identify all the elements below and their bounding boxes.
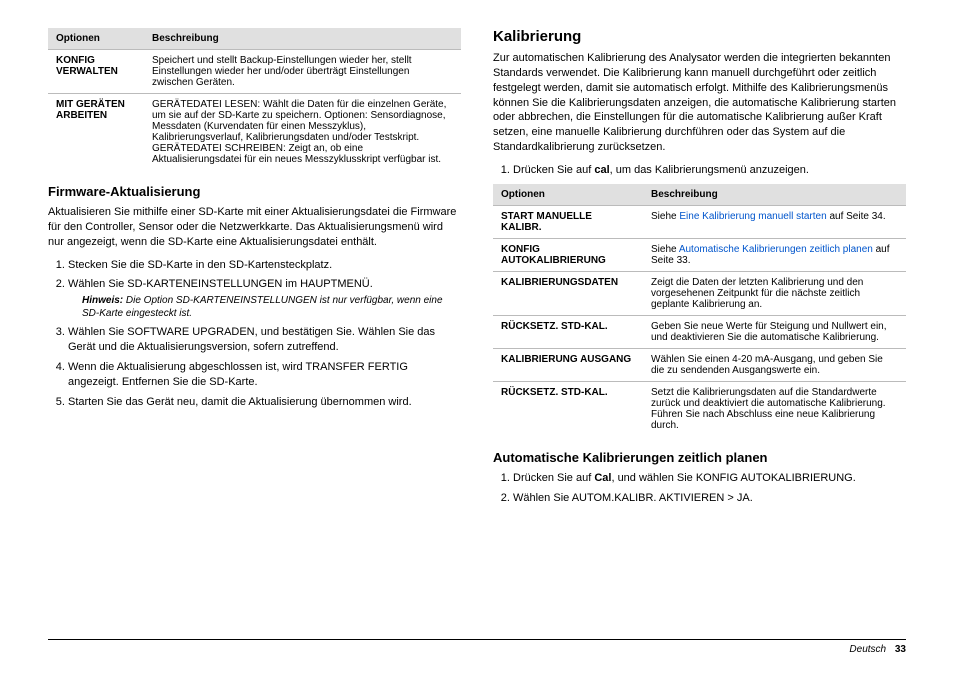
table-row: KALIBRIERUNGSDATEN Zeigt die Daten der l…: [493, 271, 906, 315]
kalibrierung-intro: Zur automatischen Kalibrierung des Analy…: [493, 51, 906, 155]
note: Hinweis: Die Option SD-KARTENEINSTELLUNG…: [82, 294, 461, 320]
list-item: Drücken Sie auf Cal, und wählen Sie KONF…: [513, 471, 906, 486]
note-label: Hinweis:: [82, 295, 123, 306]
kalibrierung-steps: Drücken Sie auf cal, um das Kalibrierung…: [493, 163, 906, 178]
option-desc: Speichert und stellt Backup-Einstellunge…: [144, 50, 461, 94]
step-bold: cal: [594, 164, 609, 176]
table-header: Optionen: [493, 184, 643, 206]
link-text[interactable]: Automatische Kalibrierungen zeitlich pla…: [679, 244, 873, 255]
table-row: RÜCKSETZ. STD-KAL. Setzt die Kalibrierun…: [493, 381, 906, 436]
footer-page: 33: [895, 644, 906, 655]
columns: Optionen Beschreibung KONFIG VERWALTEN S…: [48, 28, 906, 623]
option-desc: GERÄTEDATEI LESEN: Wählt die Daten für d…: [144, 94, 461, 171]
option-name: KALIBRIERUNGSDATEN: [493, 271, 643, 315]
table-header: Optionen: [48, 28, 144, 50]
note-text: Die Option SD-KARTENEINSTELLUNGEN ist nu…: [82, 295, 443, 319]
table-row: KONFIG AUTOKALIBRIERUNG Siehe Automatisc…: [493, 238, 906, 271]
option-desc: Siehe Eine Kalibrierung manuell starten …: [643, 205, 906, 238]
option-desc: Zeigt die Daten der letzten Kalibrierung…: [643, 271, 906, 315]
option-name: KONFIG VERWALTEN: [48, 50, 144, 94]
firmware-heading: Firmware-Aktualisierung: [48, 184, 461, 199]
right-column: Kalibrierung Zur automatischen Kalibrier…: [493, 28, 906, 623]
table-row: KONFIG VERWALTEN Speichert und stellt Ba…: [48, 50, 461, 94]
footer-lang: Deutsch: [849, 644, 886, 655]
step-text: , um das Kalibrierungsmenü anzuzeigen.: [610, 164, 809, 176]
step-text: Wählen Sie SD-KARTENEINSTELLUNGEN im HAU…: [68, 278, 373, 290]
list-item: Wählen Sie AUTOM.KALIBR. AKTIVIEREN > JA…: [513, 491, 906, 506]
table-row: MIT GERÄTEN ARBEITEN GERÄTEDATEI LESEN: …: [48, 94, 461, 171]
list-item: Wenn die Aktualisierung abgeschlossen is…: [68, 360, 461, 390]
step-text: Drücken Sie auf: [513, 164, 594, 176]
step-bold: Cal: [594, 472, 611, 484]
kalibrierung-heading: Kalibrierung: [493, 28, 906, 45]
option-name: KALIBRIERUNG AUSGANG: [493, 348, 643, 381]
autokal-heading: Automatische Kalibrierungen zeitlich pla…: [493, 450, 906, 465]
table-header: Beschreibung: [643, 184, 906, 206]
table-row: KALIBRIERUNG AUSGANG Wählen Sie einen 4-…: [493, 348, 906, 381]
desc-text: Siehe: [651, 244, 679, 255]
link-text[interactable]: Eine Kalibrierung manuell starten: [679, 211, 826, 222]
list-item: Wählen Sie SOFTWARE UPGRADEN, und bestät…: [68, 325, 461, 355]
table-row: START MANUELLE KALIBR. Siehe Eine Kalibr…: [493, 205, 906, 238]
option-desc: Geben Sie neue Werte für Steigung und Nu…: [643, 315, 906, 348]
firmware-steps: Stecken Sie die SD-Karte in den SD-Karte…: [48, 258, 461, 410]
table-row: RÜCKSETZ. STD-KAL. Geben Sie neue Werte …: [493, 315, 906, 348]
step-text: , und wählen Sie KONFIG AUTOKALIBRIERUNG…: [611, 472, 855, 484]
options-table-left: Optionen Beschreibung KONFIG VERWALTEN S…: [48, 28, 461, 170]
list-item: Wählen Sie SD-KARTENEINSTELLUNGEN im HAU…: [68, 277, 461, 320]
left-column: Optionen Beschreibung KONFIG VERWALTEN S…: [48, 28, 461, 623]
option-name: START MANUELLE KALIBR.: [493, 205, 643, 238]
option-name: MIT GERÄTEN ARBEITEN: [48, 94, 144, 171]
autokal-steps: Drücken Sie auf Cal, und wählen Sie KONF…: [493, 471, 906, 506]
desc-text: Siehe: [651, 211, 679, 222]
list-item: Starten Sie das Gerät neu, damit die Akt…: [68, 395, 461, 410]
step-text: Drücken Sie auf: [513, 472, 594, 484]
list-item: Stecken Sie die SD-Karte in den SD-Karte…: [68, 258, 461, 273]
option-name: RÜCKSETZ. STD-KAL.: [493, 315, 643, 348]
desc-text: auf Seite 34.: [827, 211, 886, 222]
option-desc: Setzt die Kalibrierungsdaten auf die Sta…: [643, 381, 906, 436]
option-desc: Siehe Automatische Kalibrierungen zeitli…: [643, 238, 906, 271]
option-desc: Wählen Sie einen 4-20 mA-Ausgang, und ge…: [643, 348, 906, 381]
option-name: RÜCKSETZ. STD-KAL.: [493, 381, 643, 436]
option-name: KONFIG AUTOKALIBRIERUNG: [493, 238, 643, 271]
footer: Deutsch 33: [48, 639, 906, 655]
firmware-intro: Aktualisieren Sie mithilfe einer SD-Kart…: [48, 205, 461, 250]
page: Optionen Beschreibung KONFIG VERWALTEN S…: [0, 0, 954, 673]
options-table-right: Optionen Beschreibung START MANUELLE KAL…: [493, 184, 906, 436]
list-item: Drücken Sie auf cal, um das Kalibrierung…: [513, 163, 906, 178]
table-header: Beschreibung: [144, 28, 461, 50]
